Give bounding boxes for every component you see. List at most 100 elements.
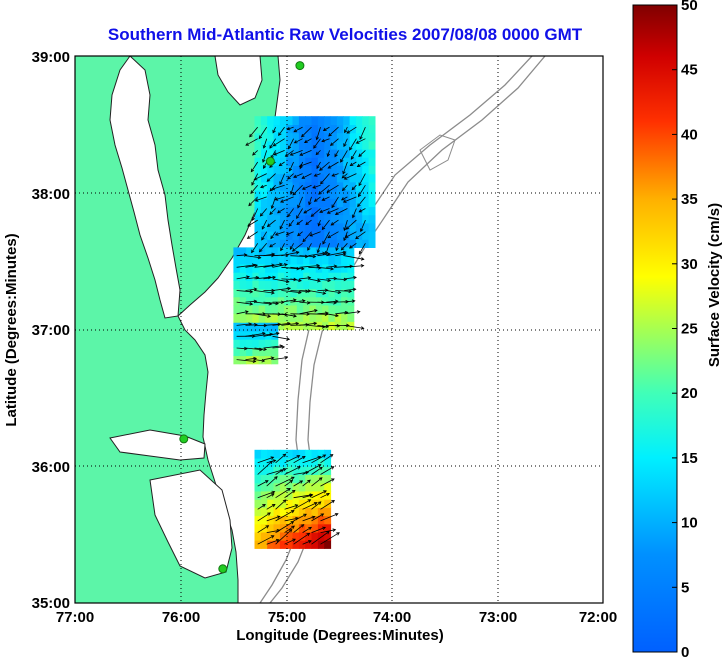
velocity-arrow (245, 255, 261, 259)
velocity-arrow (252, 208, 259, 221)
velocity-arrow-head (279, 181, 283, 186)
velocity-cell (311, 140, 319, 150)
velocity-arrow (292, 184, 303, 196)
velocity-arrow-head (247, 223, 251, 227)
velocity-arrow-head (309, 494, 314, 498)
velocity-arrow (267, 219, 276, 227)
velocity-cell (324, 449, 332, 459)
velocity-cell (273, 190, 281, 199)
velocity-arrow (297, 231, 303, 237)
velocity-cell (252, 322, 260, 332)
velocity-arrow (334, 150, 339, 157)
velocity-cell (246, 296, 253, 306)
velocity-arrow (275, 469, 284, 475)
velocity-cell (298, 482, 306, 492)
velocity-cell (303, 304, 310, 314)
velocity-arrow-head (313, 321, 318, 326)
velocity-cell (317, 149, 325, 158)
velocity-cell (254, 165, 262, 175)
velocity-arrow (299, 277, 311, 280)
velocity-arrow-head (343, 227, 347, 232)
velocity-arrow (236, 311, 249, 315)
velocity-arrow-head (269, 244, 273, 248)
velocity-arrow-head (317, 278, 321, 283)
velocity-arrow (314, 196, 321, 202)
velocity-arrow (290, 266, 304, 270)
velocity-arrow (343, 231, 348, 241)
velocity-cell (362, 198, 370, 207)
velocity-arrow (342, 161, 348, 174)
velocity-arrow-head (306, 532, 311, 537)
velocity-cell (305, 540, 313, 549)
velocity-cell (317, 523, 325, 533)
velocity-arrow (289, 161, 294, 172)
velocity-cell (260, 116, 268, 125)
velocity-cell (362, 149, 370, 158)
velocity-cell (336, 231, 344, 240)
velocity-cell (260, 540, 268, 549)
velocity-arrow-head (313, 198, 318, 202)
velocity-cell (292, 449, 300, 459)
velocity-arrow-head (305, 470, 310, 475)
velocity-arrow-head (330, 266, 335, 271)
velocity-arrow (289, 243, 294, 250)
velocity-cell (246, 304, 253, 314)
velocity-cell (324, 181, 332, 191)
velocity-cell (239, 263, 247, 273)
velocity-arrow-head (318, 191, 322, 195)
velocity-cell (254, 490, 262, 500)
velocity-cell (328, 296, 336, 306)
velocity-cell (336, 149, 344, 158)
velocity-cell (311, 165, 319, 175)
velocity-cell (317, 198, 325, 207)
velocity-cell (298, 206, 306, 216)
velocity-cell (271, 263, 279, 273)
velocity-cell (349, 239, 357, 248)
velocity-arrow (266, 476, 278, 487)
velocity-cell (296, 280, 304, 290)
velocity-cell (317, 140, 325, 150)
colorbar-gradient (632, 4, 678, 653)
velocity-cell (349, 132, 357, 142)
velocity-arrow-head (296, 221, 301, 226)
velocity-cell (336, 222, 344, 232)
velocity-arrow-head (346, 130, 351, 134)
velocity-cell (271, 355, 279, 365)
velocity-cell (311, 474, 319, 484)
velocity-arrow-head (329, 454, 334, 458)
velocity-arrow-head (319, 209, 323, 213)
velocity-cell (254, 499, 262, 508)
velocity-cell (271, 280, 279, 290)
velocity-cell (311, 239, 319, 248)
velocity-cell (334, 313, 342, 322)
velocity-cell (347, 321, 355, 331)
velocity-cell (324, 124, 332, 134)
velocity-arrow-head (351, 299, 356, 303)
velocity-arrow-head (260, 184, 264, 189)
x-axis-label: Longitude (Degrees:Minutes) (236, 627, 444, 644)
velocity-arrow (257, 480, 269, 487)
velocity-arrow-head (270, 493, 275, 497)
velocity-cell (305, 132, 313, 142)
velocity-cell (286, 116, 294, 125)
velocity-cell (292, 239, 300, 248)
velocity-arrow-head (289, 152, 294, 156)
velocity-cell (317, 466, 325, 475)
velocity-arrow-head (249, 302, 254, 306)
velocity-cell (260, 515, 268, 525)
velocity-arrow (290, 278, 302, 282)
velocity-arrow (311, 501, 322, 510)
velocity-cell (260, 449, 268, 459)
velocity-arrow-head (248, 202, 252, 207)
velocity-cell (355, 132, 363, 142)
velocity-arrow (311, 466, 323, 475)
velocity-arrow (263, 263, 283, 268)
velocity-arrow-head (335, 313, 339, 318)
velocity-cell (355, 173, 363, 183)
velocity-cell (246, 263, 253, 273)
velocity-arrow-head (356, 310, 361, 314)
velocity-arrow (322, 231, 330, 245)
velocity-cell (260, 149, 268, 158)
velocity-arrow (344, 277, 357, 280)
velocity-arrow-head (288, 167, 293, 172)
